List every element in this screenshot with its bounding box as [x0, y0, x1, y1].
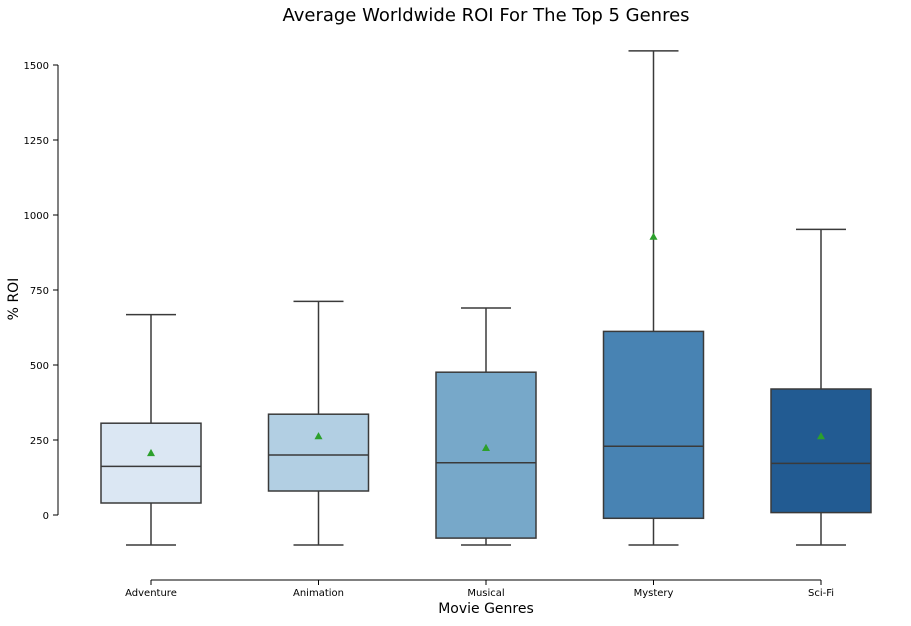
x-axis-label: Movie Genres: [438, 601, 534, 617]
mean-marker: [147, 448, 155, 457]
x-tick-label: Musical: [467, 588, 504, 599]
box-group: [100, 313, 202, 546]
x-tick-label: Sci-Fi: [808, 588, 834, 599]
mean-marker: [314, 432, 323, 440]
y-tick-label: 0: [43, 511, 49, 522]
y-tick-label: 1500: [24, 61, 49, 72]
box-group: [770, 228, 872, 546]
box-iqr: [770, 388, 872, 514]
box-iqr: [602, 330, 705, 520]
y-axis-label: % ROI: [6, 278, 22, 321]
y-tick-label: 250: [30, 436, 49, 447]
box-group: [435, 307, 537, 546]
x-tick-label: Animation: [293, 588, 344, 599]
box-iqr: [267, 413, 370, 492]
y-tick-label: 1250: [24, 136, 49, 147]
x-axis: Adventure Animation Musical Mystery Sci-Fi: [125, 579, 834, 599]
y-tick-label: 1000: [24, 211, 49, 222]
chart-title: Average Worldwide ROI For The Top 5 Genr…: [282, 5, 689, 26]
box-group: [602, 50, 705, 546]
mean-marker: [649, 232, 658, 240]
boxes-layer: [100, 50, 872, 546]
mean-marker: [482, 443, 490, 451]
box-iqr: [435, 371, 537, 539]
mean-marker: [817, 432, 825, 440]
box-iqr: [100, 422, 202, 504]
y-axis: 0 250 500 750 1000 1250 1500: [24, 61, 59, 522]
y-tick-label: 500: [30, 361, 49, 372]
y-tick-label: 750: [30, 286, 49, 297]
box-group: [267, 300, 370, 546]
x-tick-label: Mystery: [634, 588, 674, 599]
x-tick-label: Adventure: [125, 588, 177, 599]
